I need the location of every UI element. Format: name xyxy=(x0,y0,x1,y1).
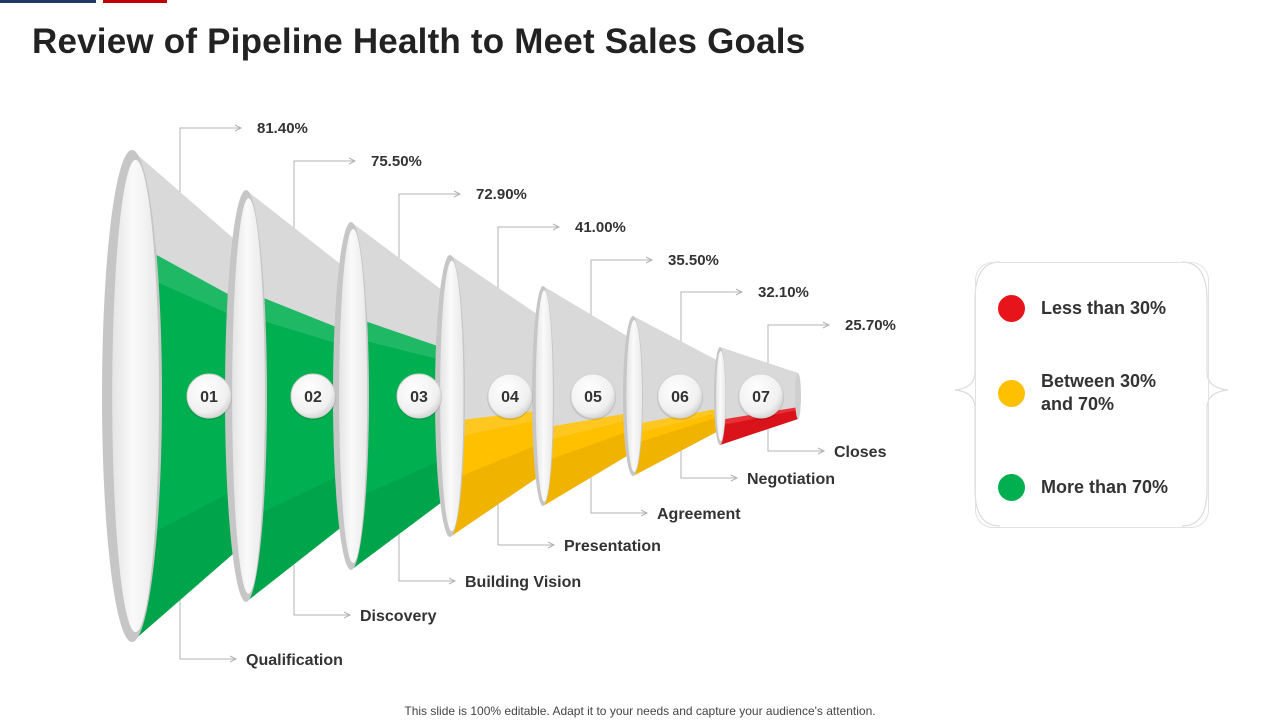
value-leader-02 xyxy=(293,160,354,228)
badge-number-02: 02 xyxy=(304,389,322,406)
name-leader-02 xyxy=(293,564,349,616)
stage-name-07: Closes xyxy=(834,444,887,461)
funnel-fill-06 xyxy=(633,408,718,476)
funnel-fill-highlight-04 xyxy=(450,410,541,439)
funnel-opening-04 xyxy=(440,260,464,532)
name-leader-05 xyxy=(590,477,646,514)
name-leader-arrow-04 xyxy=(547,541,556,549)
value-leader-arrow-01 xyxy=(234,124,243,132)
badge-07 xyxy=(738,373,784,419)
badge-05 xyxy=(570,373,616,419)
value-label-05: 35.50% xyxy=(668,252,719,269)
funnel-shade-05 xyxy=(543,430,631,506)
value-label-02: 75.50% xyxy=(371,153,422,170)
badge-number-07: 07 xyxy=(752,389,770,406)
funnel-shade-06 xyxy=(633,417,718,476)
funnel-endcap xyxy=(795,373,801,419)
name-leader-07 xyxy=(767,429,823,452)
name-leader-arrow-07 xyxy=(817,447,826,455)
value-label-07: 25.70% xyxy=(845,317,896,334)
value-label-06: 32.10% xyxy=(758,284,809,301)
stage-name-05: Agreement xyxy=(657,506,741,523)
name-leader-01 xyxy=(179,600,235,660)
name-leader-04 xyxy=(497,504,553,546)
funnel-opening-02 xyxy=(232,198,265,594)
value-leader-03 xyxy=(398,193,459,258)
badge-01 xyxy=(186,373,232,419)
footer-note: This slide is 100% editable. Adapt it to… xyxy=(404,704,876,718)
funnel-fill-05 xyxy=(543,412,631,506)
legend-label-low: Less than 30% xyxy=(1041,298,1167,318)
funnel-shade-04 xyxy=(450,443,541,537)
stage-name-01: Qualification xyxy=(246,652,343,669)
legend-item-mid: Between 30% and 70% xyxy=(998,370,1173,416)
value-leader-06 xyxy=(680,291,741,342)
value-leader-arrow-07 xyxy=(822,321,831,329)
stage-name-04: Presentation xyxy=(564,538,661,555)
funnel-shade-03 xyxy=(351,456,448,570)
badge-06 xyxy=(657,373,703,419)
funnel-opening-03 xyxy=(339,228,368,564)
value-leader-04 xyxy=(497,226,558,288)
value-label-04: 41.00% xyxy=(575,219,626,236)
legend-label-high: More than 70% xyxy=(1041,477,1169,497)
name-leader-arrow-02 xyxy=(343,611,352,619)
funnel-fill-04 xyxy=(450,410,541,537)
legend-brace-right xyxy=(1181,261,1229,527)
badge-number-03: 03 xyxy=(410,389,428,406)
value-leader-arrow-06 xyxy=(735,288,744,296)
value-label-01: 81.40% xyxy=(257,120,308,137)
funnel-shade-02 xyxy=(246,471,349,602)
legend-dot-green xyxy=(998,474,1025,501)
badge-number-04: 04 xyxy=(501,389,519,406)
page-title: Review of Pipeline Health to Meet Sales … xyxy=(32,22,806,61)
value-label-03: 72.90% xyxy=(476,186,527,203)
badge-04 xyxy=(487,373,533,419)
value-leader-01 xyxy=(179,127,240,192)
top-accent-blue xyxy=(0,0,96,3)
stage-name-06: Negotiation xyxy=(747,471,835,488)
funnel-fill-highlight-05 xyxy=(543,412,631,442)
funnel-fill-07 xyxy=(720,407,798,445)
legend-label-mid: Between 30% and 70% xyxy=(1041,371,1157,414)
legend: Less than 30% Between 30% and 70% More t… xyxy=(975,262,1209,528)
legend-dot-yellow xyxy=(998,379,1025,407)
name-leader-06 xyxy=(680,450,736,479)
stage-name-03: Building Vision xyxy=(465,574,581,591)
funnel-opening-06 xyxy=(626,320,642,472)
name-leader-arrow-05 xyxy=(640,509,649,517)
funnel-shade-01 xyxy=(132,484,244,642)
value-leader-arrow-05 xyxy=(645,256,654,264)
stage-name-02: Discovery xyxy=(360,608,437,625)
funnel-opening-01 xyxy=(112,159,159,633)
badge-number-06: 06 xyxy=(671,389,689,406)
funnel-shade-07 xyxy=(720,409,798,445)
legend-dot-red xyxy=(998,295,1025,322)
badge-03 xyxy=(396,373,442,419)
funnel-fill-highlight-06 xyxy=(633,408,718,435)
value-leader-05 xyxy=(590,259,651,315)
name-leader-03 xyxy=(398,534,454,582)
value-leader-arrow-03 xyxy=(453,190,462,198)
funnel-fill-highlight-03 xyxy=(351,316,448,362)
badge-02 xyxy=(290,373,336,419)
badge-number-05: 05 xyxy=(584,389,602,406)
legend-item-low: Less than 30% xyxy=(998,295,1191,322)
top-accent-red xyxy=(103,0,167,3)
funnel-fill-02 xyxy=(246,290,349,602)
badge-number-01: 01 xyxy=(200,389,218,406)
funnel-fill-highlight-01 xyxy=(132,241,244,321)
name-leader-arrow-01 xyxy=(229,655,238,663)
value-leader-07 xyxy=(767,324,828,363)
funnel-fill-highlight-02 xyxy=(246,290,349,348)
legend-item-high: More than 70% xyxy=(998,474,1191,501)
name-leader-arrow-06 xyxy=(730,474,739,482)
value-leader-arrow-02 xyxy=(348,157,357,165)
funnel-opening-07 xyxy=(716,351,726,441)
legend-brace-left xyxy=(954,261,1001,527)
name-leader-arrow-03 xyxy=(448,577,457,585)
value-leader-arrow-04 xyxy=(552,223,561,231)
funnel-opening-05 xyxy=(535,290,553,502)
